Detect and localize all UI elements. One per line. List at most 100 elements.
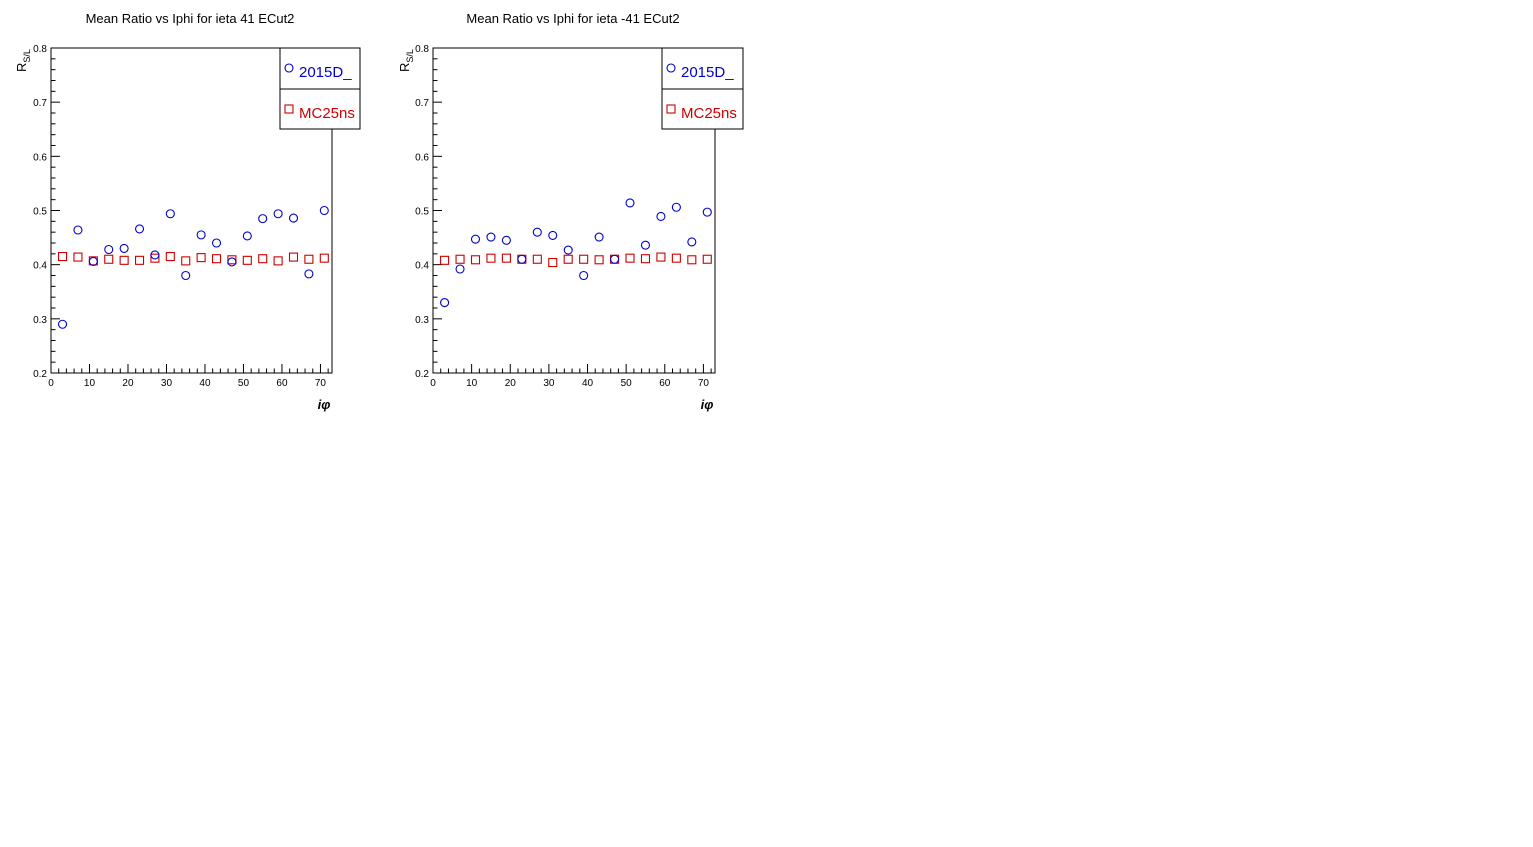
data-point-square: [455, 254, 465, 264]
data-point-circle: [640, 240, 651, 250]
data-point-circle: [73, 225, 83, 235]
chart-title: Mean Ratio vs Iphi for ieta -41 ECut2: [466, 11, 679, 26]
data-point-circle: [440, 298, 450, 308]
data-point-square: [594, 255, 604, 265]
data-point-square: [273, 256, 283, 266]
y-tick-label: 0.7: [33, 98, 47, 109]
data-point-square: [57, 251, 68, 262]
data-point-square: [73, 252, 83, 262]
data-point-square: [440, 255, 450, 265]
y-axis-label-subscript: S/L: [405, 49, 415, 63]
data-point-square: [687, 255, 697, 265]
legend-marker-square: [284, 104, 294, 114]
chart-title: Mean Ratio vs Iphi for ieta 41 ECut2: [86, 11, 295, 26]
data-point-square: [288, 252, 299, 262]
data-point-circle: [196, 230, 206, 240]
y-tick-label: 0.4: [33, 261, 47, 272]
x-tick-label: 0: [430, 378, 436, 389]
data-point-circle: [288, 213, 299, 223]
y-tick-label: 0.8: [33, 44, 47, 55]
legend-label: 2015D_: [681, 64, 734, 81]
y-tick-label: 0.3: [33, 315, 47, 326]
data-point-circle: [501, 235, 511, 245]
data-point-circle: [656, 211, 666, 222]
y-tick-label: 0.2: [415, 369, 429, 380]
y-axis: 0.2 0.3 0.4 0.5 0.6 0.7 0.8: [415, 44, 442, 380]
data-point-square: [671, 253, 681, 263]
x-tick-label: 60: [659, 378, 671, 389]
data-point-square: [702, 254, 712, 264]
y-axis-label-main: R: [397, 63, 412, 72]
legend-label: MC25ns: [299, 105, 355, 122]
data-point-circle: [319, 205, 329, 216]
x-axis-label: iφ: [701, 397, 714, 412]
series-data-2015d: [440, 198, 712, 308]
data-point-circle: [150, 250, 160, 260]
x-tick-label: 30: [161, 378, 173, 389]
data-point-circle: [563, 245, 573, 255]
data-point-square: [532, 254, 542, 264]
data-point-square: [304, 254, 314, 264]
legend-marker-square: [666, 104, 676, 114]
x-tick-label: 10: [84, 378, 96, 389]
data-point-circle: [227, 257, 237, 267]
data-point-circle: [165, 209, 175, 219]
data-point-square: [563, 254, 573, 264]
data-point-circle: [258, 214, 268, 224]
y-tick-label: 0.7: [415, 98, 429, 109]
data-point-circle: [625, 198, 635, 208]
x-tick-label: 0: [48, 378, 54, 389]
data-point-circle: [88, 256, 98, 266]
data-point-circle: [134, 224, 145, 234]
data-point-circle: [57, 319, 68, 329]
data-point-circle: [579, 270, 589, 281]
data-point-circle: [671, 202, 681, 212]
y-axis-label-main: R: [14, 63, 29, 72]
y-axis-label: RS/L: [14, 49, 32, 72]
data-point-circle: [273, 209, 283, 219]
y-tick-label: 0.8: [415, 44, 429, 55]
series-mc25ns: [57, 251, 329, 266]
data-point-square: [501, 253, 511, 263]
data-point-circle: [486, 232, 496, 242]
y-tick-label: 0.5: [33, 207, 47, 218]
data-point-circle: [594, 232, 604, 242]
x-axis: 0 10 20 30 40 50 60 70: [48, 364, 329, 389]
data-point-square: [150, 253, 160, 263]
data-point-square: [181, 256, 191, 266]
legend: 2015D_ MC25ns: [279, 47, 361, 130]
data-point-square: [242, 255, 252, 265]
y-tick-label: 0.6: [415, 152, 429, 163]
x-tick-label: 40: [199, 378, 211, 389]
data-point-circle: [610, 254, 620, 264]
x-tick-label: 70: [315, 378, 327, 389]
y-axis-label: RS/L: [397, 49, 415, 72]
legend: 2015D_ MC25ns: [661, 47, 744, 130]
y-axis: 0.2 0.3 0.4 0.5 0.6 0.7 0.8: [33, 44, 60, 380]
data-point-square: [319, 253, 329, 263]
y-axis-label-subscript: S/L: [22, 49, 32, 63]
data-point-circle: [242, 231, 252, 241]
data-point-square: [486, 253, 496, 263]
data-point-circle: [304, 269, 314, 279]
data-point-circle: [470, 234, 481, 244]
legend-marker-circle: [666, 63, 676, 73]
data-point-circle: [104, 244, 114, 255]
data-point-circle: [532, 227, 542, 237]
data-point-circle: [181, 270, 191, 281]
data-point-square: [134, 255, 145, 265]
y-tick-label: 0.5: [415, 207, 429, 218]
series-mc25ns: [440, 252, 712, 268]
data-point-circle: [517, 254, 527, 264]
x-tick-label: 20: [122, 378, 134, 389]
y-tick-label: 0.2: [33, 369, 47, 380]
chart-panel-2: Mean Ratio vs Iphi for ieta -41 ECut2 0.2…: [397, 11, 744, 412]
x-tick-label: 70: [698, 378, 710, 389]
data-point-circle: [211, 238, 222, 248]
x-tick-label: 20: [505, 378, 517, 389]
x-tick-label: 10: [466, 378, 478, 389]
data-point-square: [258, 254, 268, 264]
data-point-square: [211, 254, 222, 264]
x-tick-label: 50: [238, 378, 250, 389]
